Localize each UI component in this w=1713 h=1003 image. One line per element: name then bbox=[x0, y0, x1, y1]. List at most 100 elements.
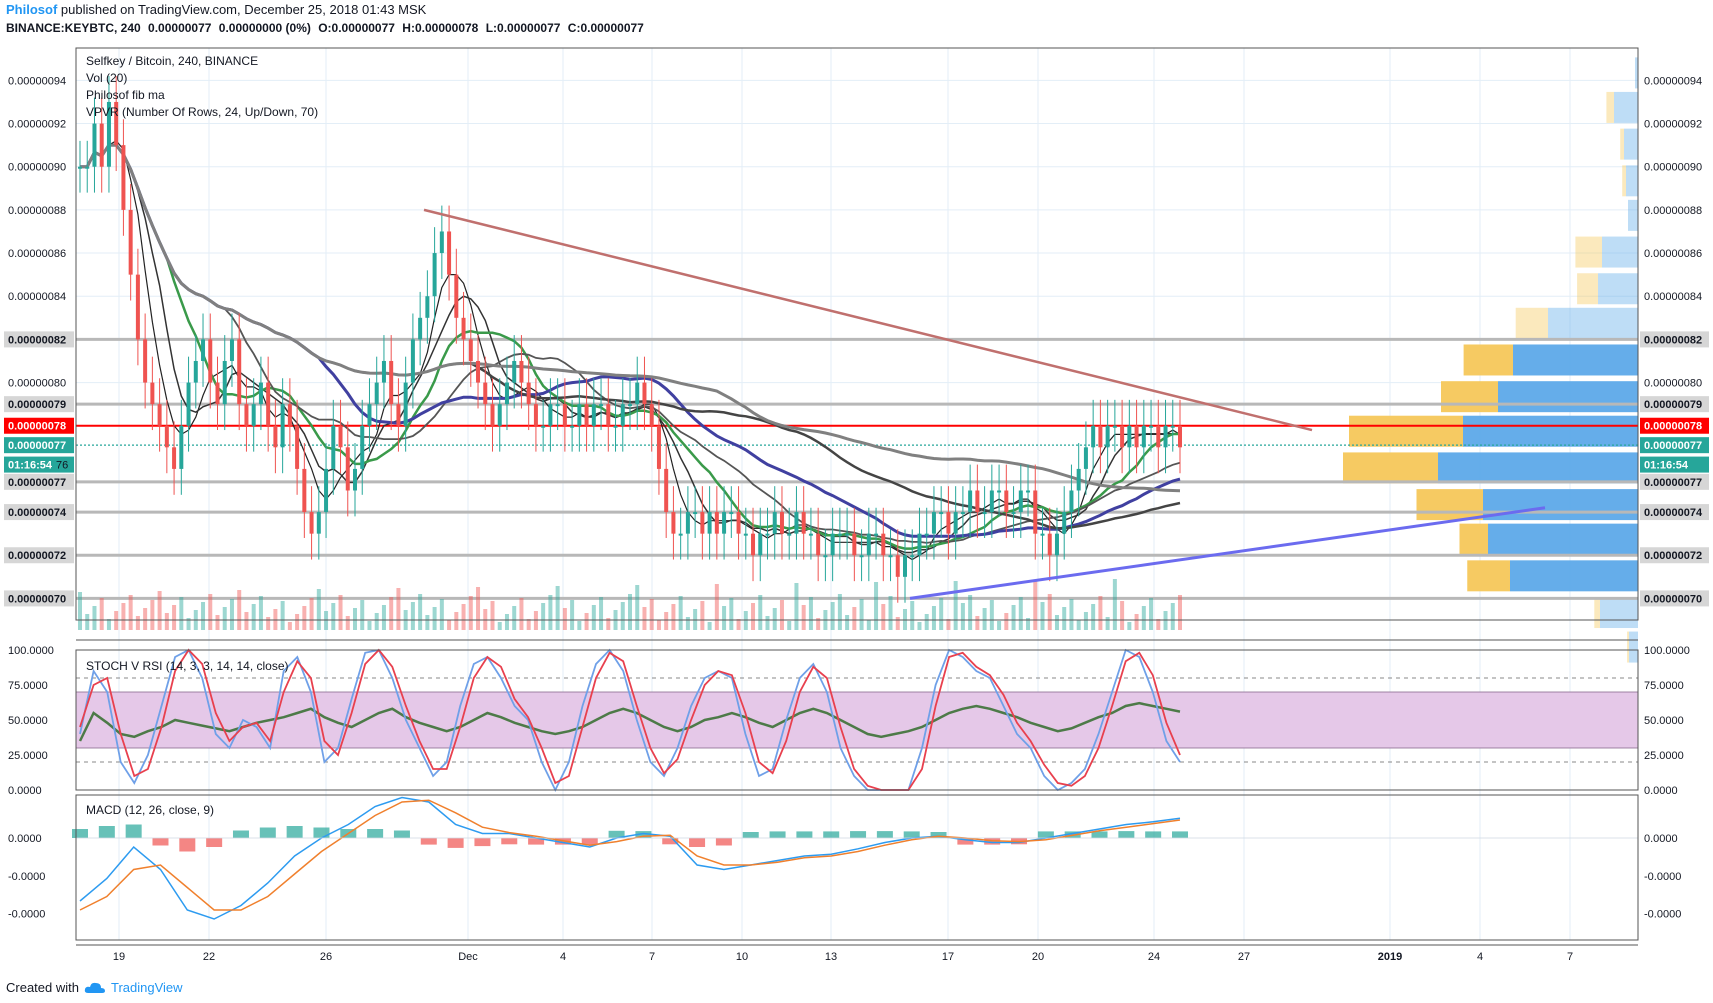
candle-body bbox=[548, 404, 553, 426]
candle-body bbox=[1149, 425, 1154, 428]
candle-body bbox=[1141, 425, 1146, 448]
price-box bbox=[4, 456, 74, 473]
candle-body bbox=[403, 382, 408, 426]
volume-bar bbox=[1011, 605, 1016, 630]
stoch-k-line bbox=[79, 648, 1181, 793]
legend-vpvr: VPVR (Number Of Rows, 24, Up/Down, 70) bbox=[86, 105, 318, 119]
candle-body bbox=[439, 231, 444, 254]
vpvr-down-bar bbox=[1577, 273, 1598, 305]
macd-histogram-bar bbox=[715, 838, 732, 846]
price-box bbox=[1640, 590, 1709, 607]
volume-bar bbox=[541, 603, 546, 630]
candle-body bbox=[808, 533, 813, 536]
candle-body bbox=[345, 447, 350, 491]
macd-histogram-bar bbox=[876, 831, 893, 838]
candle-body bbox=[1091, 425, 1096, 448]
price-box-label: 0.00000072 bbox=[8, 550, 66, 562]
volume-bar bbox=[512, 606, 517, 630]
x-tick-label: 7 bbox=[649, 951, 655, 963]
price-tick-right: 0.00000092 bbox=[1644, 119, 1702, 131]
price-box bbox=[4, 504, 74, 521]
volume-bar bbox=[1018, 597, 1023, 630]
candle-body bbox=[215, 382, 220, 405]
candle-body bbox=[816, 533, 821, 556]
candle-body bbox=[685, 512, 690, 534]
macd-histogram-bar bbox=[662, 838, 679, 845]
x-tick-label: 19 bbox=[113, 951, 125, 963]
volume-bar bbox=[888, 596, 893, 630]
volume-bar bbox=[519, 598, 524, 630]
candle-body bbox=[476, 360, 481, 383]
price-box bbox=[4, 547, 74, 564]
candle-body bbox=[664, 468, 669, 513]
candle-body bbox=[606, 404, 611, 426]
close-value: C:0.00000077 bbox=[567, 21, 644, 35]
candle-body bbox=[700, 512, 705, 534]
candle-body bbox=[483, 382, 488, 405]
volume-bar bbox=[1069, 599, 1074, 630]
x-tick-label: 2019 bbox=[1378, 951, 1402, 963]
vpvr-down-bar bbox=[1606, 91, 1614, 123]
candle-body bbox=[656, 425, 661, 469]
candle-body bbox=[628, 404, 632, 407]
price-box bbox=[1640, 396, 1709, 413]
volume-bar bbox=[577, 621, 582, 630]
volume-bar bbox=[381, 605, 386, 630]
macd-histogram-bar bbox=[420, 838, 437, 845]
candle-body bbox=[1156, 425, 1161, 448]
ma-line-5 bbox=[80, 140, 1181, 561]
candles bbox=[78, 76, 1182, 603]
macd-histogram-bar bbox=[393, 830, 410, 838]
ma-line-13 bbox=[80, 143, 1180, 550]
symbol-label: BINANCE:KEYBTC, 240 bbox=[6, 21, 141, 35]
volume-bar bbox=[1134, 614, 1139, 630]
volume-bar bbox=[1026, 618, 1031, 630]
price-box-label: 0.00000077 bbox=[1644, 477, 1702, 489]
macd-histogram-bar bbox=[125, 824, 142, 838]
candle-body bbox=[671, 512, 676, 534]
vpvr-down-bar bbox=[1622, 165, 1626, 197]
candle-body bbox=[121, 145, 126, 210]
candle-body bbox=[989, 490, 994, 513]
volume-bar bbox=[266, 617, 271, 630]
x-tick-label: 24 bbox=[1148, 951, 1160, 963]
macd-histogram-bar bbox=[742, 832, 759, 838]
vpvr-up-bar bbox=[1628, 199, 1638, 231]
volume-bar bbox=[1054, 615, 1059, 630]
candle-body bbox=[1127, 425, 1132, 448]
candle-body bbox=[888, 555, 893, 558]
candle-body bbox=[353, 468, 357, 491]
candle-body bbox=[1047, 533, 1052, 556]
candle-body bbox=[193, 360, 198, 383]
volume-bar bbox=[374, 613, 379, 630]
candle-body bbox=[1026, 490, 1031, 493]
macd-histogram-bar bbox=[1118, 831, 1135, 838]
candle-body bbox=[570, 425, 575, 428]
vpvr-up-bar bbox=[1498, 381, 1638, 413]
candle-body bbox=[295, 425, 300, 469]
candle-body bbox=[736, 512, 741, 534]
candle-body bbox=[924, 533, 929, 536]
volume-bar bbox=[584, 613, 589, 630]
legend-stoch-rsi: STOCH V RSI (14, 3, 3, 14, 14, close) bbox=[86, 659, 289, 673]
volume-bar bbox=[85, 614, 90, 630]
candle-body bbox=[1069, 490, 1074, 513]
tradingview-brand[interactable]: TradingView bbox=[110, 980, 183, 995]
volume-bar bbox=[946, 619, 951, 630]
candle-body bbox=[939, 512, 944, 515]
created-with-label: Created with bbox=[6, 980, 79, 995]
candle-body bbox=[92, 123, 97, 167]
candle-body bbox=[714, 512, 719, 534]
macd-histogram-bar bbox=[206, 838, 223, 847]
price-tick-right: 0.00000084 bbox=[1644, 291, 1702, 303]
candle-body bbox=[837, 533, 842, 536]
macd-histogram-bar bbox=[259, 827, 276, 838]
tradingview-cloud-icon bbox=[84, 982, 105, 993]
candle-body bbox=[258, 382, 263, 405]
horizontal-levels bbox=[76, 337, 1638, 600]
macd-histogram-bar bbox=[286, 826, 303, 838]
author-link[interactable]: Philosof bbox=[6, 2, 58, 17]
candle-body bbox=[649, 404, 654, 426]
vpvr-up-bar bbox=[1602, 236, 1638, 268]
